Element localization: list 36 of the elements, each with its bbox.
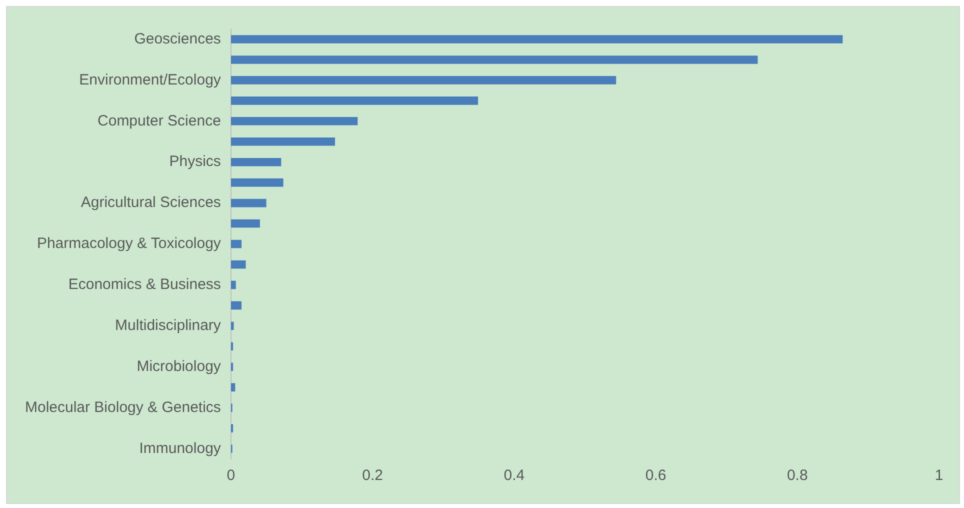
- bar: [230, 342, 234, 351]
- x-tick-label: 0.8: [786, 467, 808, 484]
- bar: [230, 35, 843, 44]
- x-tick-label: 0.2: [362, 467, 383, 484]
- bar: [230, 383, 236, 392]
- bar: [230, 96, 478, 105]
- y-tick-label: Computer Science: [98, 112, 221, 130]
- x-tick-label: 0.4: [504, 467, 525, 484]
- bar: [230, 280, 236, 290]
- bar: [230, 362, 234, 372]
- bar: [230, 76, 616, 84]
- x-tick-label: 0.6: [645, 467, 666, 484]
- y-tick-label: Microbiology: [136, 358, 222, 375]
- bar: [230, 198, 266, 208]
- bar: [230, 56, 758, 64]
- bar: [230, 424, 234, 432]
- y-tick-label: Pharmacology & Toxicology: [36, 235, 222, 252]
- bar: [230, 260, 246, 269]
- y-tick-label: Environment/Ecology: [79, 71, 222, 88]
- bar: [230, 137, 336, 146]
- y-tick-label: Economics & Business: [68, 276, 221, 294]
- bar: [230, 240, 242, 248]
- y-tick-label: Physics: [169, 153, 221, 170]
- y-tick-label: Agricultural Sciences: [80, 194, 221, 212]
- x-tick-label: 1: [934, 467, 944, 484]
- bar: [230, 301, 242, 310]
- y-tick-label: Molecular Biology & Genetics: [24, 398, 221, 416]
- bar: [230, 158, 282, 166]
- x-tick-label: 0: [226, 467, 236, 484]
- bar: [230, 116, 358, 126]
- bar: [230, 178, 284, 187]
- y-tick-label: Geosciences: [134, 30, 221, 48]
- y-tick-label: Immunology: [139, 440, 222, 457]
- y-tick-label: Multidisciplinary: [115, 317, 222, 334]
- bar: [230, 322, 234, 330]
- bar: [230, 219, 260, 228]
